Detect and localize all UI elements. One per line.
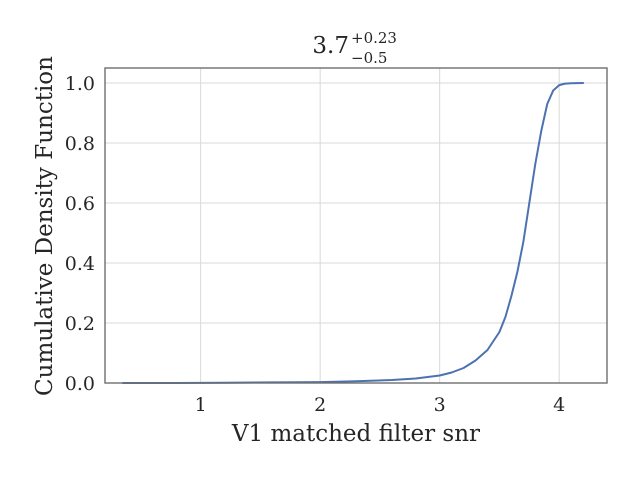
chart-title: 3.7 +0.23 −0.5	[312, 29, 397, 67]
title-upper-error: +0.23	[351, 29, 397, 47]
y-tick-label: 0.4	[65, 253, 95, 275]
title-value: 3.7	[312, 33, 349, 59]
series-layer	[121, 82, 585, 384]
y-axis-ticks: 0.0 0.2 0.4 0.6 0.8 1.0	[65, 73, 95, 395]
plot-frame	[104, 67, 608, 384]
grid-lines	[105, 68, 607, 384]
x-axis-label: V1 matched filter snr	[231, 421, 480, 447]
y-tick-label: 0.6	[65, 193, 95, 215]
title-lower-error: −0.5	[351, 49, 387, 67]
y-axis-label: Cumulative Density Function	[32, 56, 58, 396]
x-tick-label: 1	[195, 394, 207, 416]
x-tick-label: 3	[434, 394, 446, 416]
y-tick-label: 1.0	[65, 73, 95, 95]
x-axis-ticks: 1 2 3 4	[195, 394, 566, 416]
cdf-series-line	[121, 82, 585, 384]
y-tick-label: 0.2	[65, 313, 95, 335]
x-tick-label: 4	[553, 394, 565, 416]
y-tick-label: 0.0	[65, 373, 95, 395]
x-tick-label: 2	[314, 394, 326, 416]
y-tick-label: 0.8	[65, 133, 95, 155]
